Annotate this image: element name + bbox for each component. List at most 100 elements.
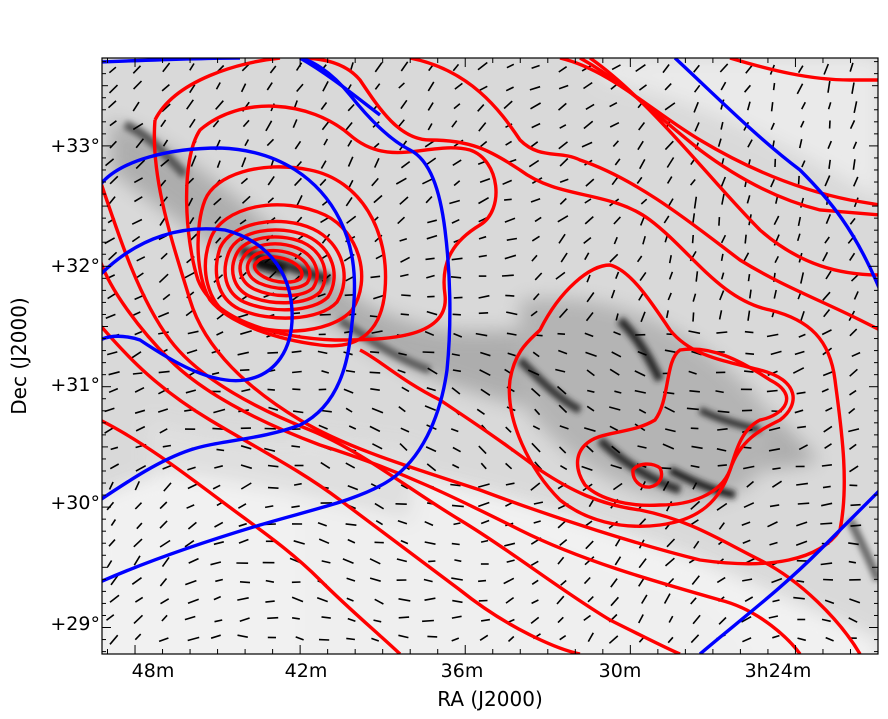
- polarization-segment: [216, 313, 225, 320]
- red-contour: [152, 58, 846, 566]
- polarization-segment: [610, 84, 617, 90]
- polarization-segment: [399, 443, 408, 451]
- polarization-segment: [686, 407, 699, 411]
- polarization-segment: [691, 575, 700, 585]
- polarization-segment: [557, 616, 564, 624]
- polarization-segment: [770, 122, 775, 131]
- polarization-segment: [747, 139, 753, 148]
- polarization-segment: [109, 140, 117, 149]
- polarization-segment: [133, 177, 143, 184]
- red-contour: [559, 58, 878, 207]
- polarization-segment: [610, 289, 616, 299]
- polarization-segment: [557, 332, 566, 335]
- polarization-segment: [454, 559, 462, 563]
- polarization-segment: [318, 538, 330, 545]
- polarization-segment: [853, 291, 859, 300]
- polarization-segment: [767, 521, 778, 528]
- polarization-segment: [666, 157, 675, 168]
- polarization-segment: [793, 596, 805, 600]
- polarization-segment: [690, 597, 697, 605]
- polarization-segment: [267, 351, 279, 354]
- polarization-segment: [638, 408, 647, 414]
- polarization-segment: [424, 520, 434, 527]
- polarization-segment: [638, 518, 647, 526]
- polarization-segment: [425, 196, 433, 204]
- polarization-segment: [109, 594, 120, 603]
- polarization-segment: [744, 596, 754, 602]
- red-contour: [507, 263, 795, 528]
- polarization-segment: [347, 156, 354, 167]
- polarization-segment: [216, 331, 224, 336]
- polarization-segment: [820, 522, 833, 525]
- polarization-segment: [641, 594, 648, 604]
- polarization-segment: [159, 428, 168, 434]
- polarization-segment: [612, 482, 623, 491]
- polarization-segment: [399, 196, 409, 205]
- polarization-segment: [800, 101, 807, 110]
- polarization-segment: [827, 80, 831, 93]
- polarization-segment: [132, 122, 144, 131]
- polarization-segment: [345, 369, 356, 373]
- polarization-segment: [110, 575, 119, 586]
- polarization-segment: [293, 482, 302, 486]
- polarization-segment: [828, 159, 831, 170]
- polarization-segment: [559, 124, 567, 129]
- polarization-segment: [529, 85, 541, 91]
- polarization-segment: [609, 368, 620, 376]
- polarization-segment: [822, 251, 829, 262]
- polarization-segment: [318, 424, 328, 430]
- polarization-segment: [530, 482, 541, 491]
- polarization-segment: [291, 596, 304, 603]
- red-contour: [579, 58, 878, 217]
- polarization-segment: [849, 368, 858, 377]
- polarization-segment: [293, 540, 305, 545]
- polarization-segment: [210, 561, 222, 566]
- polarization-segment: [237, 313, 249, 319]
- polarization-segment: [637, 445, 647, 449]
- polarization-segment: [134, 330, 143, 336]
- polarization-segment: [317, 521, 327, 527]
- polarization-segment: [532, 351, 540, 358]
- polarization-segment: [134, 596, 144, 603]
- polarization-segment: [478, 294, 490, 299]
- polarization-segment: [398, 598, 411, 602]
- polarization-segment: [504, 542, 516, 547]
- polarization-segment: [717, 410, 730, 414]
- polarization-segment: [615, 271, 620, 279]
- polarization-segment: [688, 330, 701, 335]
- polarization-segment: [639, 271, 647, 282]
- polarization-segment: [558, 233, 566, 244]
- polarization-segment: [133, 555, 141, 566]
- polarization-segment: [158, 370, 170, 374]
- polarization-segment: [560, 252, 568, 263]
- polarization-segment: [398, 616, 410, 619]
- polarization-segment: [346, 215, 357, 224]
- polarization-segment: [162, 444, 172, 448]
- polarization-segment: [797, 65, 804, 74]
- polarization-segment: [372, 443, 383, 450]
- polarization-segment: [638, 558, 647, 569]
- polarization-segment: [373, 619, 382, 623]
- polarization-segment: [721, 193, 725, 205]
- polarization-segment: [186, 99, 194, 110]
- y-tick-label: +32°: [50, 255, 100, 277]
- polarization-segment: [557, 520, 567, 529]
- polarization-segment: [694, 122, 700, 132]
- polarization-segment: [585, 312, 594, 322]
- polarization-segment: [742, 578, 753, 582]
- polarization-segment: [664, 140, 674, 151]
- polarization-segment: [136, 272, 144, 279]
- polarization-segment: [796, 521, 808, 527]
- polarization-segment: [373, 194, 383, 204]
- polarization-segment: [162, 139, 169, 147]
- polarization-segment: [613, 216, 621, 225]
- polarization-segment: [587, 596, 594, 603]
- polarization-segment: [244, 139, 250, 147]
- polarization-segment: [424, 405, 436, 411]
- polarization-segment: [215, 237, 222, 244]
- polarization-segment: [317, 293, 326, 298]
- polarization-segment: [583, 614, 591, 622]
- polarization-segment: [689, 178, 696, 186]
- polarization-segment: [614, 556, 622, 566]
- polarization-segment: [743, 502, 755, 509]
